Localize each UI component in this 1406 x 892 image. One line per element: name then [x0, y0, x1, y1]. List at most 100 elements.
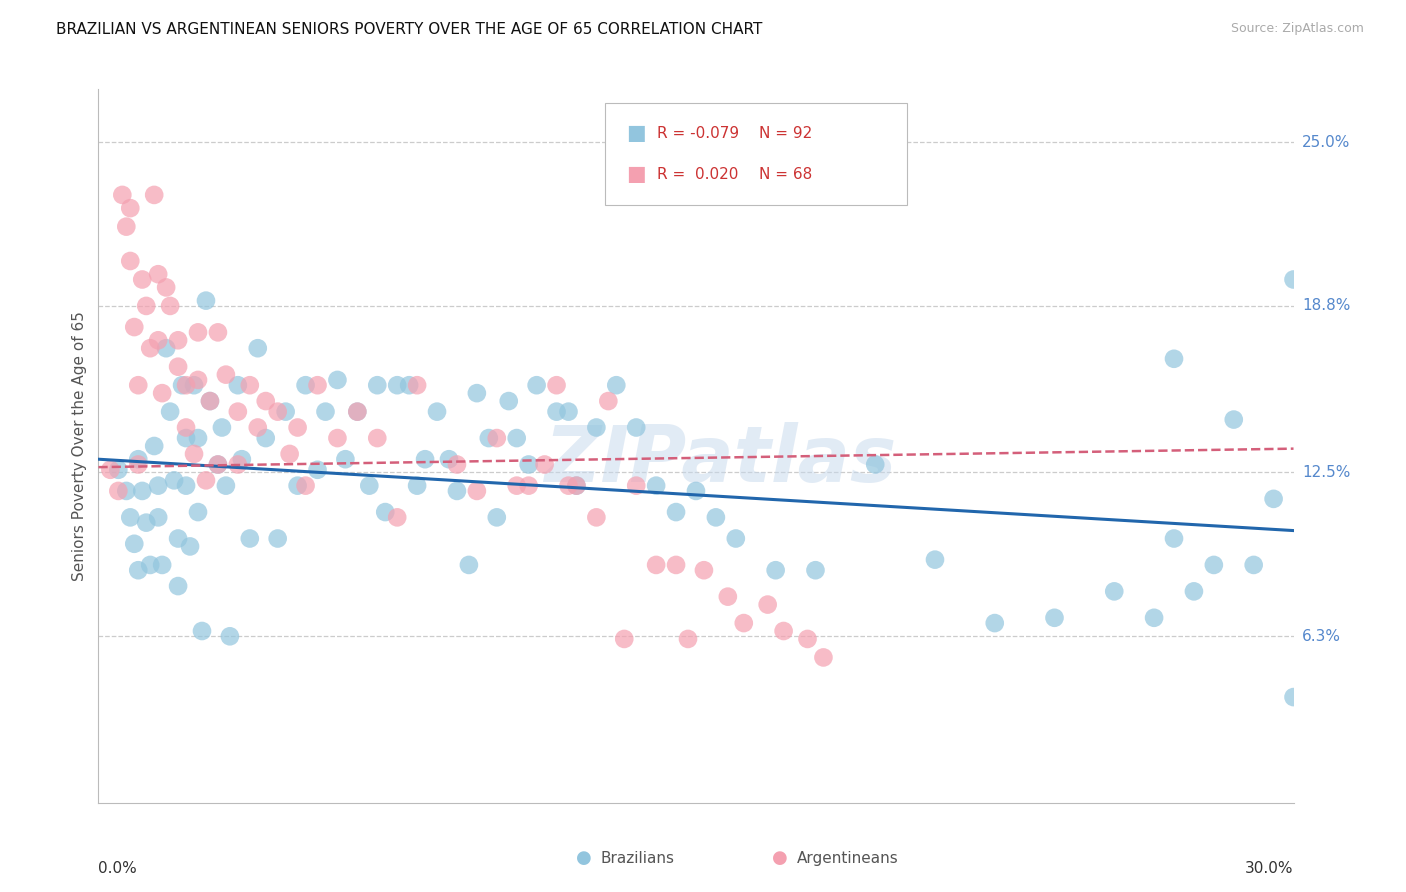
Point — [385, 510, 409, 524]
Point — [267, 404, 290, 418]
Point — [239, 532, 262, 546]
Point — [274, 404, 297, 418]
Point — [1143, 611, 1166, 625]
Point — [207, 326, 229, 340]
Point — [1282, 690, 1305, 704]
Text: BRAZILIAN VS ARGENTINEAN SENIORS POVERTY OVER THE AGE OF 65 CORRELATION CHART: BRAZILIAN VS ARGENTINEAN SENIORS POVERTY… — [56, 22, 762, 37]
Point — [446, 458, 468, 472]
Point — [526, 378, 548, 392]
Point — [174, 378, 197, 392]
Point — [187, 505, 209, 519]
Point — [546, 404, 568, 418]
Point — [179, 540, 201, 554]
Point — [246, 420, 269, 434]
Point — [107, 483, 129, 498]
Point — [294, 378, 316, 392]
Point — [335, 452, 357, 467]
Point — [326, 373, 349, 387]
Point — [159, 299, 181, 313]
Text: Brazilians: Brazilians — [600, 851, 675, 865]
Point — [1102, 584, 1125, 599]
Point — [557, 404, 579, 418]
Point — [172, 378, 194, 392]
Point — [148, 333, 170, 347]
Text: ZIPatlas: ZIPatlas — [544, 422, 896, 499]
Point — [406, 378, 429, 392]
Text: ●: ● — [772, 849, 789, 867]
Point — [426, 404, 449, 418]
Point — [135, 516, 157, 530]
Point — [127, 378, 149, 392]
Point — [120, 254, 142, 268]
Text: 0.0%: 0.0% — [98, 861, 138, 876]
Point — [506, 478, 529, 492]
Point — [398, 378, 420, 392]
Point — [406, 478, 429, 492]
Point — [624, 420, 647, 434]
Point — [585, 510, 607, 524]
Point — [155, 341, 177, 355]
Text: ●: ● — [575, 849, 592, 867]
Point — [215, 478, 238, 492]
Point — [693, 563, 716, 577]
Point — [685, 483, 707, 498]
Point — [207, 458, 229, 472]
Point — [1043, 611, 1066, 625]
Point — [139, 558, 162, 572]
Point — [983, 616, 1005, 631]
Point — [1202, 558, 1225, 572]
Point — [1282, 272, 1305, 286]
Point — [772, 624, 794, 638]
Point — [498, 394, 520, 409]
Point — [115, 483, 138, 498]
Point — [131, 272, 153, 286]
Point — [565, 478, 588, 492]
Point — [167, 579, 190, 593]
Point — [315, 404, 337, 418]
Point — [187, 373, 209, 387]
Text: 30.0%: 30.0% — [1246, 861, 1294, 876]
Point — [557, 478, 579, 492]
Point — [613, 632, 636, 646]
Point — [374, 505, 396, 519]
Point — [517, 458, 540, 472]
Point — [605, 378, 627, 392]
Point — [159, 404, 181, 418]
Point — [724, 532, 747, 546]
Point — [307, 378, 329, 392]
Point — [254, 394, 277, 409]
Point — [478, 431, 501, 445]
Point — [546, 378, 568, 392]
Point — [717, 590, 740, 604]
Point — [124, 537, 146, 551]
Point — [294, 478, 316, 492]
Point — [226, 404, 249, 418]
Point — [863, 458, 886, 472]
Point — [765, 563, 787, 577]
Text: 25.0%: 25.0% — [1302, 135, 1350, 150]
Text: N = 92: N = 92 — [759, 126, 813, 141]
Point — [187, 431, 209, 445]
Point — [183, 378, 205, 392]
Point — [924, 552, 946, 566]
Text: Argentineans: Argentineans — [797, 851, 898, 865]
Point — [226, 378, 249, 392]
Point — [326, 431, 349, 445]
Point — [804, 563, 827, 577]
Point — [665, 558, 688, 572]
Point — [1222, 412, 1246, 426]
Point — [143, 439, 166, 453]
Point — [359, 478, 381, 492]
Point — [139, 341, 162, 355]
Point — [191, 624, 214, 638]
Text: R =  0.020: R = 0.020 — [657, 167, 738, 182]
Point — [120, 510, 142, 524]
Point — [485, 431, 508, 445]
Point — [239, 378, 262, 392]
Point — [167, 333, 190, 347]
Point — [1263, 491, 1285, 506]
Point — [187, 326, 209, 340]
Point — [307, 463, 329, 477]
Point — [98, 463, 122, 477]
Point — [127, 458, 149, 472]
